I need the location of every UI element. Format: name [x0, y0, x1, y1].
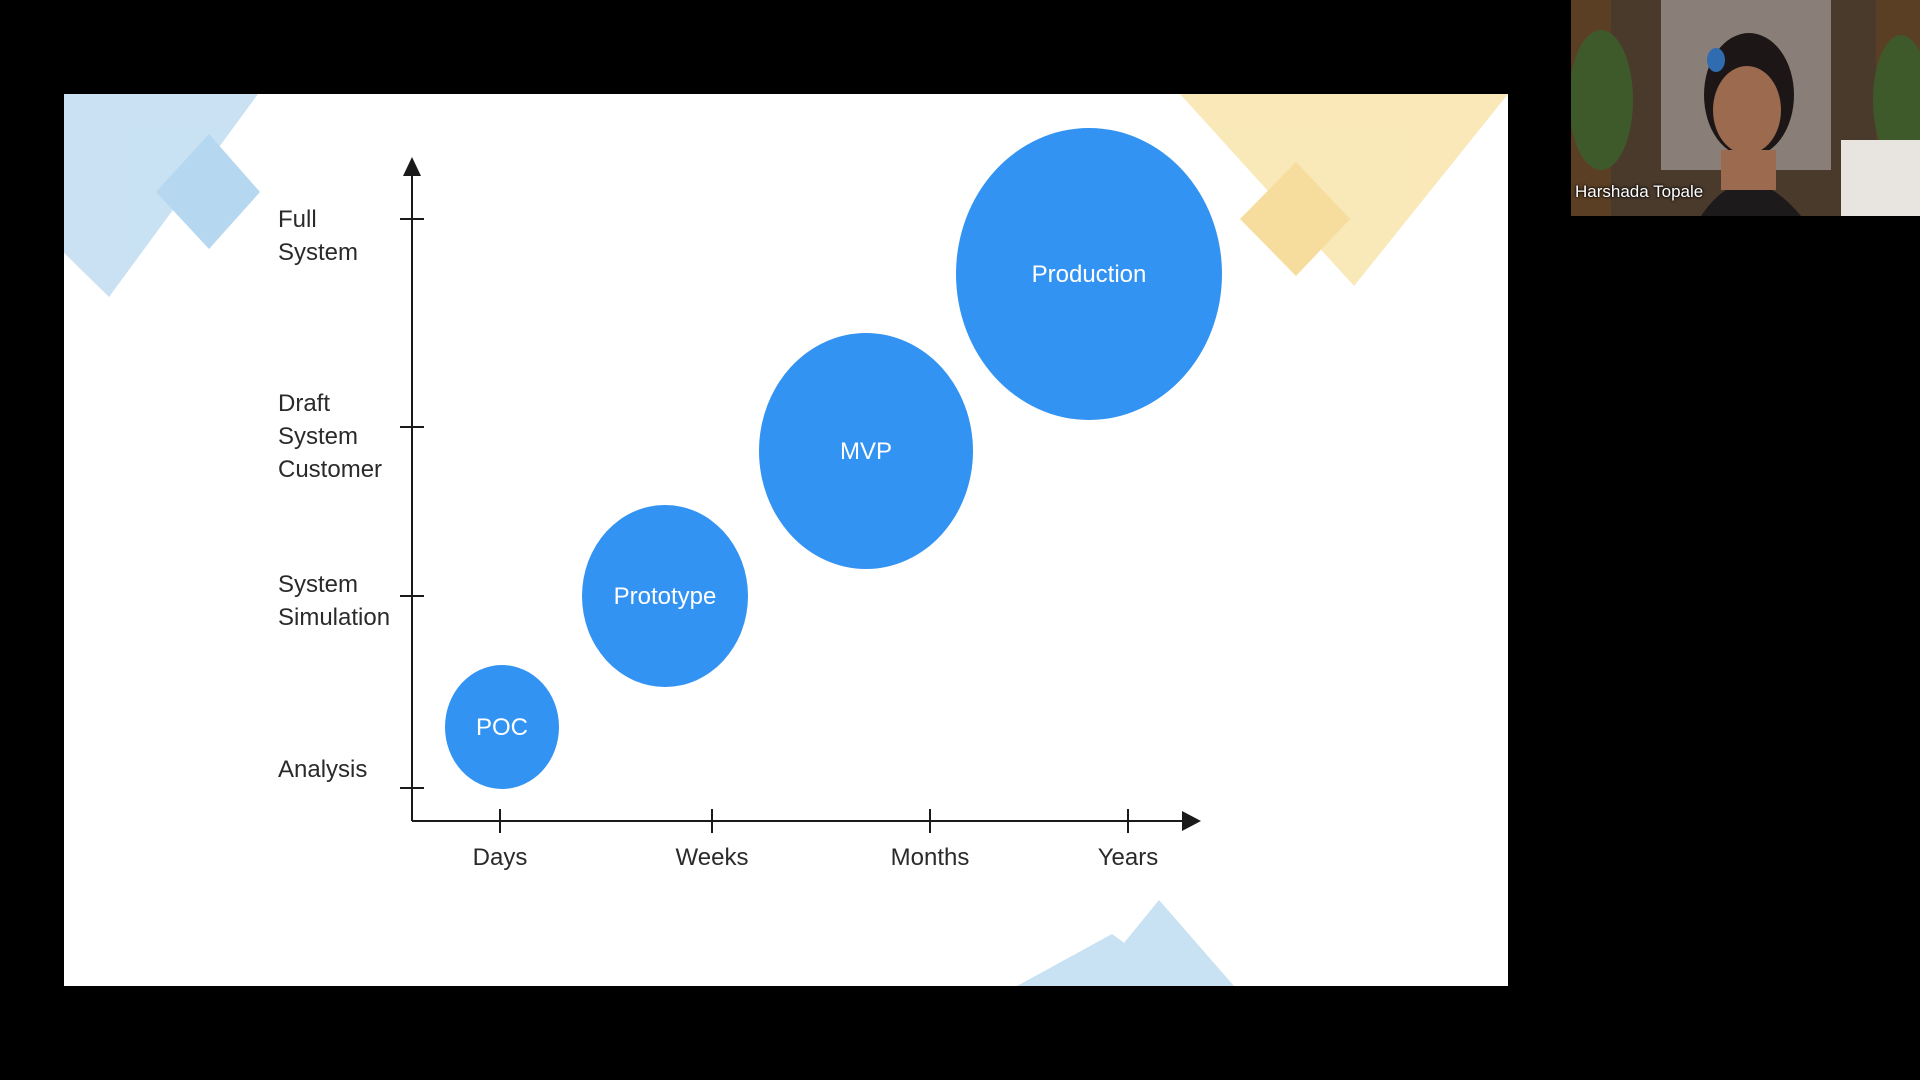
x-axis-label: Days	[472, 844, 528, 871]
decorative-shapes-top-right	[1180, 94, 1508, 286]
x-axis-label: Months	[890, 844, 970, 871]
shared-slide: POC Prototype MVP Production Analysis System…	[64, 94, 1508, 986]
participant-name-label: Harshada Topale	[1575, 182, 1704, 201]
stage-bubble-production: Production	[956, 128, 1222, 420]
stage-bubble-poc: POC	[445, 665, 559, 789]
stage-bubble-mvp: MVP	[759, 333, 973, 569]
decorative-shapes-top-left	[64, 94, 260, 297]
stage-bubble-circle	[445, 665, 559, 789]
stage-bubble-circle	[956, 128, 1222, 420]
stage-bubbles: POC Prototype MVP Production	[445, 128, 1222, 789]
y-axis-label: Analysis	[278, 756, 368, 783]
y-axis-label: Draft System Customer	[278, 390, 383, 483]
y-axis-arrow-icon	[403, 157, 421, 176]
decorative-shapes-bottom	[1017, 900, 1234, 986]
stage-bubble-prototype: Prototype	[582, 505, 748, 687]
x-axis-label: Years	[1097, 844, 1159, 871]
stage-bubble-circle	[759, 333, 973, 569]
stage-bubble-circle	[582, 505, 748, 687]
x-axis-arrow-icon	[1182, 811, 1201, 831]
x-axis-label: Weeks	[675, 844, 749, 871]
stage-bubble-label: POC	[476, 714, 528, 741]
participant-video-tile[interactable]: Harshada Topale	[1571, 0, 1920, 216]
stage-bubble-label: Prototype	[614, 583, 717, 610]
slide-graphics: POC Prototype MVP Production	[64, 94, 1508, 986]
stage-bubble-label: Production	[1032, 261, 1147, 288]
participant-video-feed	[1571, 0, 1920, 216]
chart-axes	[400, 157, 1201, 833]
stage-bubble-label: MVP	[840, 438, 892, 465]
y-axis-label: System Simulation	[278, 571, 391, 631]
y-axis-label: Full System	[278, 206, 359, 266]
